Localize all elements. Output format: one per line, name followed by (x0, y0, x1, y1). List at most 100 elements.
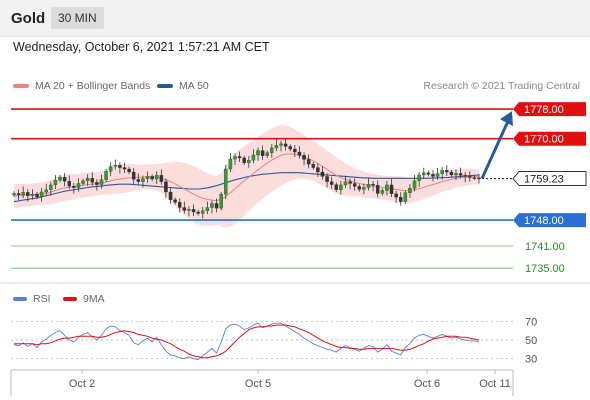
candle-body-65 (311, 164, 316, 168)
candle-body-4 (30, 194, 35, 196)
candle-body-45 (219, 194, 223, 209)
ma20-line (13, 153, 479, 202)
candle-body-93 (440, 169, 444, 174)
candle-body-67 (320, 171, 325, 177)
ma20-swatch (13, 84, 29, 88)
rsi-ma-swatch (63, 297, 77, 301)
candle-body-72 (343, 181, 348, 186)
legend-rsi-ma: 9MA (63, 293, 105, 305)
symbol-title: Gold (11, 10, 46, 27)
candle-body-12 (67, 181, 71, 187)
candle-body-15 (81, 180, 85, 184)
candle-body-77 (366, 184, 371, 188)
candle-body-1 (16, 193, 21, 196)
candle-body-7 (44, 189, 48, 193)
level-label-2: 1748.00 (524, 215, 564, 227)
candle-body-16 (85, 178, 90, 182)
candle-body-91 (431, 174, 435, 177)
candle-body-58 (279, 143, 283, 146)
candle-body-51 (247, 160, 251, 163)
candle-body-87 (412, 180, 417, 189)
candle-body-90 (426, 172, 431, 175)
candle-body-98 (463, 175, 467, 177)
candle-body-18 (95, 182, 99, 185)
legend-ma20: MA 20 + Bollinger Bands (13, 80, 150, 92)
candle-body-55 (265, 152, 269, 156)
candle-body-84 (398, 197, 403, 202)
candle-body-88 (417, 174, 421, 182)
candle-body-101 (477, 177, 481, 180)
candle-body-6 (39, 191, 44, 197)
candle-body-22 (113, 165, 118, 167)
candle-body-46 (224, 168, 228, 195)
time-tick-1: Oct 5 (245, 378, 271, 390)
candle-body-36 (177, 202, 182, 208)
candle-body-89 (422, 172, 426, 176)
research-credit: Research © 2021 Trading Central (423, 80, 580, 92)
candle-body-82 (389, 184, 394, 194)
candle-body-73 (348, 181, 352, 184)
candle-body-21 (108, 166, 113, 172)
candle-body-13 (72, 185, 76, 188)
current-price-label: 1759.23 (524, 174, 564, 186)
candle-body-9 (53, 179, 58, 186)
interval-button[interactable]: 30 MIN (51, 7, 104, 29)
time-tick-3: Oct 11 (479, 378, 511, 390)
candle-body-32 (159, 175, 164, 182)
bollinger-band (14, 125, 479, 228)
candle-body-23 (118, 165, 122, 168)
chart-datetime: Wednesday, October 6, 2021 1:57:21 AM CE… (13, 40, 270, 54)
candle-body-80 (380, 190, 385, 194)
candle-body-63 (302, 155, 306, 160)
candle-body-5 (35, 194, 39, 197)
candle-body-0 (12, 193, 16, 196)
rsi-label: RSI (33, 293, 51, 305)
rsi-ma-line (14, 324, 480, 359)
candle-body-30 (150, 176, 154, 180)
candle-body-71 (339, 184, 343, 190)
candle-body-94 (445, 169, 449, 173)
ma50-line (13, 172, 480, 203)
time-tick-0: Oct 2 (69, 378, 95, 390)
candle-body-49 (237, 156, 242, 159)
level-label-4: 1735.00 (525, 263, 565, 275)
level-label-0: 1778.00 (524, 104, 564, 116)
legend-ma50: MA 50 (157, 80, 209, 92)
candle-body-83 (394, 193, 398, 198)
candle-body-33 (164, 181, 168, 193)
candle-body-29 (145, 176, 150, 179)
candle-body-97 (458, 173, 463, 176)
legend-rsi: RSI (13, 293, 51, 305)
candle-body-28 (141, 178, 145, 182)
candle-body-56 (270, 147, 274, 153)
level-label-1: 1770.00 (524, 134, 564, 146)
rsi-tick-0: 70 (525, 316, 537, 328)
candle-body-79 (375, 185, 380, 194)
candle-body-54 (260, 150, 265, 156)
ma50-label: MA 50 (179, 80, 209, 92)
ma20-label: MA 20 + Bollinger Bands (35, 80, 151, 92)
candle-body-70 (334, 184, 339, 190)
candle-body-11 (62, 177, 67, 182)
candle-body-75 (357, 186, 362, 190)
rsi-ma-label: 9MA (83, 293, 105, 305)
candle-body-100 (472, 177, 477, 179)
candle-body-95 (449, 171, 454, 176)
candle-body-69 (329, 181, 334, 185)
candle-body-40 (196, 211, 200, 214)
candle-body-38 (187, 209, 191, 211)
candle-body-96 (454, 173, 458, 176)
candle-body-86 (408, 188, 412, 193)
candle-body-48 (233, 156, 237, 160)
candle-body-35 (173, 199, 177, 203)
current-price-tag (512, 171, 587, 187)
candle-body-34 (168, 191, 173, 200)
candle-body-2 (21, 192, 25, 196)
candle-body-60 (288, 146, 292, 150)
rsi-tick-2: 30 (525, 354, 537, 366)
rsi-swatch (13, 297, 27, 301)
forecast-arrow-shaft (480, 120, 510, 180)
candle-body-14 (76, 183, 81, 188)
candle-body-59 (283, 143, 288, 147)
candle-body-92 (435, 173, 440, 177)
